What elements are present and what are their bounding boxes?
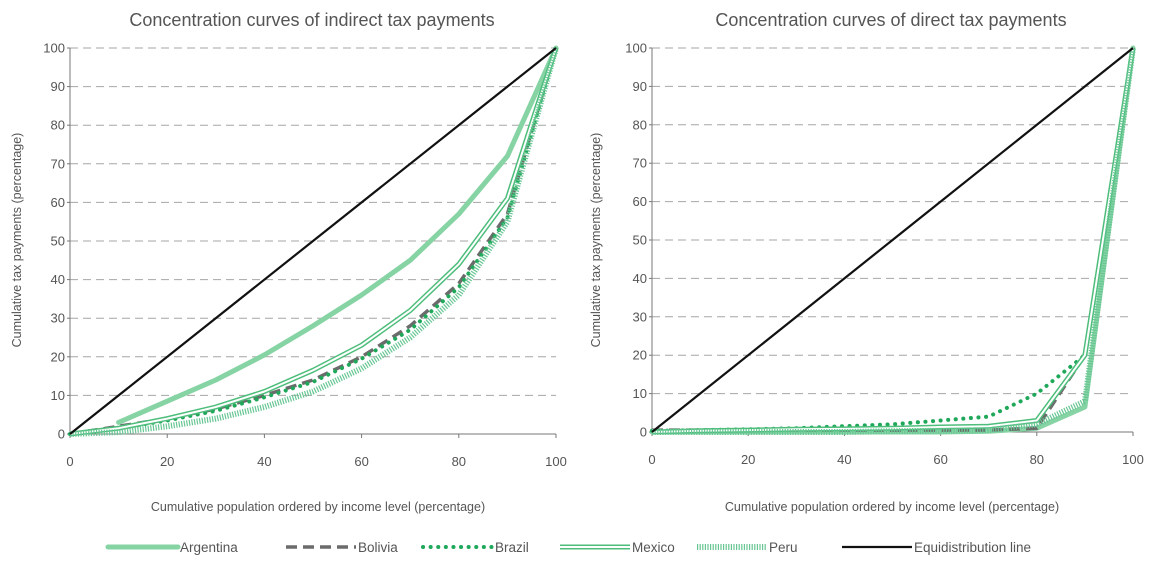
legend-item-argentina: Argentina — [105, 540, 238, 555]
legend-label: Bolivia — [358, 540, 398, 555]
y-tick-label: 80 — [633, 117, 647, 132]
y-tick-label: 100 — [625, 41, 647, 56]
y-tick-label: 20 — [633, 348, 647, 363]
series-line-equidistribution-line — [651, 47, 1134, 433]
series-line-peru — [69, 47, 559, 437]
y-tick-label: 50 — [633, 233, 647, 248]
x-tick-label: 0 — [66, 454, 73, 469]
series-line-equidistribution-line-group — [69, 47, 557, 435]
legend-item-bolivia: Bolivia — [286, 540, 398, 555]
x-tick-label: 100 — [545, 454, 567, 469]
x-tick-label: 40 — [257, 454, 271, 469]
series-line-mexico-group — [651, 47, 1136, 435]
series-line-equidistribution-line — [69, 47, 557, 435]
axes — [67, 47, 557, 438]
series-line-peru-group — [69, 47, 559, 437]
x-tick-label: 20 — [160, 454, 174, 469]
y-tick-label: 50 — [51, 234, 65, 249]
y-axis-label: Cumulative tax payments (percentage) — [10, 133, 24, 348]
legend-item-peru: Peru — [697, 540, 798, 555]
x-tick-label: 100 — [1122, 452, 1144, 467]
x-tick-label: 40 — [837, 452, 851, 467]
y-tick-label: 0 — [58, 427, 65, 442]
y-tick-label: 30 — [633, 309, 647, 324]
tick-labels: 0 10 20 30 40 50 60 70 80 90 100 0 20 40 60 80 100 — [625, 41, 1144, 468]
y-tick-label: 70 — [633, 156, 647, 171]
x-tick-label: 80 — [1030, 452, 1044, 467]
direct-tax-chart: Concentration curves of direct tax payme… — [589, 10, 1144, 514]
x-axis-label: Cumulative population ordered by income … — [725, 500, 1059, 514]
y-tick-label: 60 — [633, 194, 647, 209]
x-tick-label: 20 — [741, 452, 755, 467]
legend-item-equidistribution-line: Equidistribution line — [842, 540, 1031, 555]
y-tick-label: 10 — [633, 386, 647, 401]
x-tick-label: 60 — [354, 454, 368, 469]
series-group — [68, 45, 559, 437]
indirect-tax-chart: Concentration curves of indirect tax pay… — [10, 10, 567, 514]
series-line-argentina — [116, 45, 559, 425]
y-tick-label: 90 — [633, 79, 647, 94]
x-axis-label: Cumulative population ordered by income … — [151, 500, 485, 514]
y-tick-label: 30 — [51, 311, 65, 326]
y-tick-label: 80 — [51, 118, 65, 133]
series-line-brazil — [650, 46, 1135, 433]
x-tick-label: 0 — [648, 452, 655, 467]
legend-label: Peru — [769, 540, 798, 555]
tick-labels: 0 10 20 30 40 50 60 70 80 90 100 0 20 40 60 80 100 — [43, 41, 567, 470]
legend-label: Brazil — [495, 540, 529, 555]
y-tick-label: 70 — [51, 156, 65, 171]
legend-item-brazil: Brazil — [421, 540, 529, 555]
y-tick-label: 40 — [633, 271, 647, 286]
series-line-mexico-group — [69, 47, 559, 437]
series-line-mexico-inner — [69, 47, 557, 435]
legend-item-mexico: Mexico — [560, 540, 675, 555]
y-tick-label: 0 — [640, 425, 647, 440]
legend-label: Mexico — [632, 540, 675, 555]
legend-label: Equidistribution line — [914, 540, 1031, 555]
y-tick-label: 20 — [51, 349, 65, 364]
x-tick-label: 80 — [452, 454, 466, 469]
legend: Argentina Bolivia Brazil Mexico Peru Equidist… — [105, 540, 1031, 555]
chart-title: Concentration curves of indirect tax pay… — [129, 10, 494, 30]
y-tick-label: 90 — [51, 79, 65, 94]
legend-label: Argentina — [180, 540, 238, 555]
series-line-brazil-group — [650, 46, 1135, 433]
y-tick-label: 60 — [51, 195, 65, 210]
y-tick-label: 10 — [51, 388, 65, 403]
y-axis-label: Cumulative tax payments (percentage) — [589, 133, 603, 348]
grid-lines — [70, 47, 556, 396]
y-tick-label: 40 — [51, 272, 65, 287]
series-group — [649, 45, 1136, 435]
y-tick-label: 100 — [43, 41, 65, 56]
chart-title: Concentration curves of direct tax payme… — [715, 10, 1066, 30]
series-line-equidistribution-line-group — [651, 47, 1134, 433]
series-line-argentina-group — [116, 45, 559, 425]
grid-lines — [652, 47, 1133, 395]
series-line-mexico-inner — [651, 47, 1134, 433]
x-tick-label: 60 — [933, 452, 947, 467]
